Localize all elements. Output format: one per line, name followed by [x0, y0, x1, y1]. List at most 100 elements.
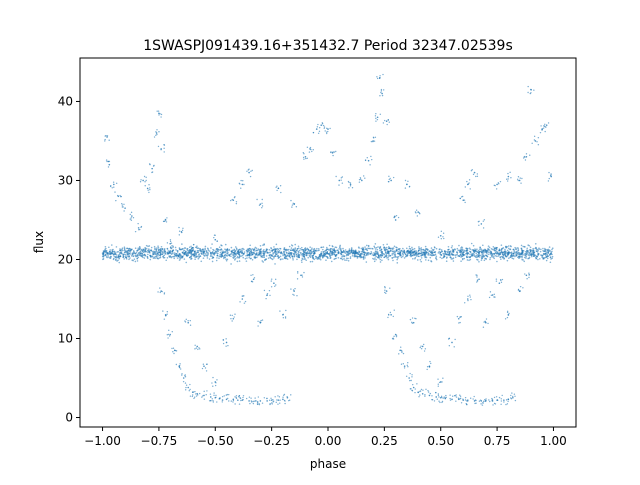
data-point	[229, 314, 232, 316]
data-point	[295, 254, 297, 256]
data-point	[170, 246, 172, 248]
data-point	[408, 245, 411, 248]
data-point	[269, 257, 272, 259]
data-point	[494, 251, 497, 254]
data-point	[463, 257, 466, 260]
data-point	[255, 247, 258, 250]
data-point	[122, 206, 124, 208]
data-point	[248, 168, 250, 170]
data-point	[447, 251, 450, 253]
data-point	[533, 139, 536, 141]
data-point	[411, 390, 414, 392]
data-point	[487, 249, 490, 251]
data-point	[317, 248, 320, 250]
data-point	[388, 178, 390, 181]
data-point	[429, 360, 431, 363]
data-point	[550, 252, 552, 255]
data-point	[420, 348, 423, 350]
data-point	[530, 92, 532, 94]
data-point	[191, 394, 194, 396]
data-point	[104, 253, 107, 256]
data-point	[437, 378, 439, 380]
data-point	[271, 402, 273, 404]
data-point	[317, 123, 319, 126]
data-point	[551, 248, 553, 251]
data-point	[238, 260, 241, 262]
data-point	[290, 244, 293, 246]
data-point	[306, 146, 309, 149]
data-point	[549, 261, 552, 264]
data-point	[539, 131, 542, 134]
data-point	[238, 256, 241, 259]
data-point	[536, 141, 538, 143]
data-point	[345, 257, 348, 260]
data-point	[174, 252, 177, 255]
data-point	[367, 244, 370, 247]
data-point	[164, 251, 166, 253]
data-point	[427, 252, 430, 255]
data-point	[295, 249, 298, 252]
data-point	[440, 238, 442, 240]
data-point	[232, 398, 235, 401]
data-point	[189, 383, 191, 386]
y-axis-label: flux	[32, 231, 46, 253]
data-point	[468, 182, 470, 184]
data-point	[462, 249, 464, 251]
data-point	[399, 252, 402, 254]
data-point	[220, 256, 223, 258]
data-point	[459, 395, 462, 397]
data-point	[362, 175, 365, 177]
data-point	[405, 375, 408, 377]
data-point	[435, 258, 438, 261]
data-point	[524, 159, 527, 161]
data-points	[101, 73, 554, 406]
data-point	[284, 257, 287, 260]
data-point	[466, 247, 469, 250]
data-point	[431, 252, 433, 255]
data-point	[234, 403, 236, 405]
data-point	[238, 395, 241, 397]
data-point	[337, 252, 340, 255]
data-point	[393, 256, 395, 259]
data-point	[195, 252, 197, 254]
data-point	[207, 252, 209, 255]
data-point	[325, 255, 327, 258]
data-point	[330, 151, 332, 153]
data-point	[171, 252, 174, 255]
data-point	[370, 251, 373, 253]
data-point	[260, 253, 263, 255]
data-point	[183, 247, 186, 249]
data-point	[129, 213, 131, 216]
data-point	[364, 257, 366, 259]
data-point	[248, 400, 250, 402]
data-point	[250, 254, 252, 257]
data-point	[504, 246, 507, 248]
data-point	[164, 218, 167, 221]
data-point	[430, 250, 432, 252]
data-point	[147, 189, 149, 191]
data-point	[225, 259, 228, 262]
data-point	[162, 250, 164, 253]
data-point	[359, 178, 362, 180]
data-point	[519, 290, 521, 293]
data-point	[290, 288, 292, 290]
data-point	[530, 89, 532, 91]
data-point	[153, 252, 156, 255]
data-point	[476, 276, 478, 278]
data-point	[352, 251, 355, 253]
data-point	[458, 322, 460, 324]
data-point	[253, 255, 256, 258]
data-point	[491, 397, 493, 400]
data-point	[223, 395, 225, 397]
data-point	[514, 395, 516, 397]
data-point	[148, 245, 151, 247]
data-point	[460, 250, 463, 252]
data-point	[452, 395, 454, 397]
data-point	[348, 248, 351, 250]
data-point	[493, 249, 495, 251]
data-point	[164, 253, 167, 255]
data-point	[477, 221, 480, 223]
data-point	[261, 402, 264, 404]
data-point	[542, 254, 544, 257]
data-point	[415, 209, 418, 211]
